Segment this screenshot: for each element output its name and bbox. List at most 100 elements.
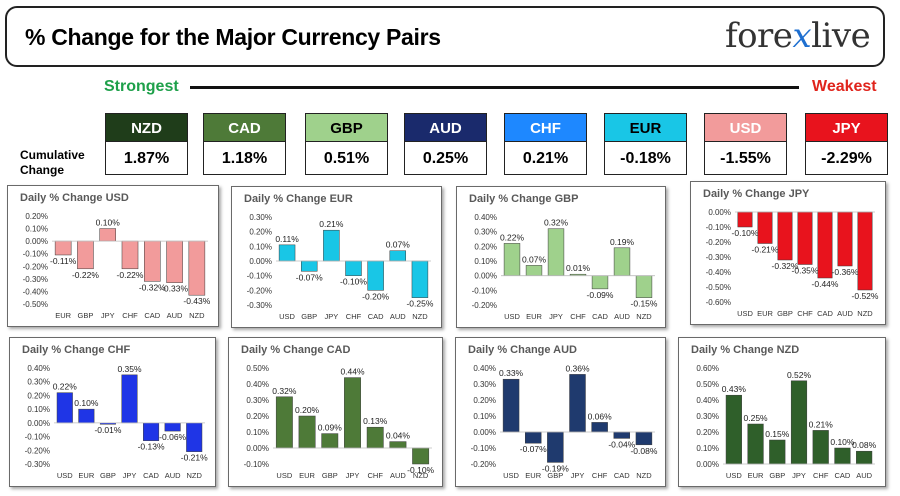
x-tick-label: NZD	[189, 311, 205, 320]
currency-name: USD	[704, 113, 787, 142]
data-label: 0.25%	[744, 413, 769, 423]
bar	[345, 260, 362, 276]
x-tick-label: JPY	[101, 311, 115, 320]
data-label: -0.08%	[630, 446, 657, 456]
chart-title: Daily % Change USD	[20, 192, 129, 204]
chart-title: Daily % Change CHF	[22, 344, 131, 356]
y-tick-label: -0.10%	[247, 272, 272, 281]
bar	[389, 441, 407, 449]
cumulative-change-value: 1.87%	[105, 142, 188, 175]
data-label: -0.01%	[94, 425, 121, 435]
y-tick-label: 0.00%	[708, 208, 731, 217]
bar	[502, 378, 520, 433]
bar	[635, 431, 653, 446]
data-label: -0.06%	[159, 432, 186, 442]
x-tick-label: AUD	[837, 309, 853, 318]
logo-text-left: fore	[725, 16, 793, 56]
x-tick-label: USD	[276, 471, 292, 480]
x-tick-label: USD	[503, 471, 519, 480]
data-label: -0.10%	[407, 465, 434, 475]
y-tick-label: 0.30%	[696, 412, 719, 421]
cumulative-change-label: Cumulative Change	[20, 148, 85, 178]
page-title: % Change for the Major Currency Pairs	[25, 24, 441, 50]
data-label: 0.07%	[386, 240, 411, 250]
data-label: 0.33%	[499, 368, 524, 378]
currency-name: CAD	[203, 113, 286, 142]
data-label: -0.25%	[406, 299, 433, 309]
y-tick-label: -0.30%	[706, 253, 731, 262]
bar	[344, 377, 361, 449]
chart-panel-cad: Daily % Change CAD 0.50% 0.40% 0.30% 0.20% 0.…	[228, 337, 443, 487]
x-tick-label: AUD	[165, 471, 181, 480]
data-label: 0.22%	[500, 232, 525, 242]
y-tick-label: -0.10%	[706, 223, 731, 232]
data-label: -0.32%	[772, 261, 799, 271]
bar	[812, 430, 829, 465]
data-label: 0.44%	[340, 367, 365, 377]
x-tick-label: NZD	[413, 471, 429, 480]
y-tick-label: -0.30%	[247, 301, 272, 310]
bar	[525, 265, 543, 276]
data-label: -0.10%	[340, 277, 367, 287]
bar	[323, 229, 340, 262]
data-label: -0.33%	[161, 284, 188, 294]
y-tick-label: -0.20%	[23, 262, 48, 271]
chart-panel-jpy: Daily % Change JPY 0.00% -0.10% -0.20% -0.30…	[690, 181, 886, 325]
y-tick-label: -0.10%	[471, 444, 496, 453]
x-tick-label: JPY	[571, 471, 585, 480]
y-tick-label: 0.30%	[249, 213, 272, 222]
bar	[591, 275, 609, 290]
y-tick-label: -0.10%	[244, 460, 269, 469]
data-label: -0.32%	[139, 282, 166, 292]
bar	[613, 431, 631, 439]
y-tick-label: 0.00%	[473, 428, 496, 437]
cumulative-change-value: -2.29%	[805, 142, 888, 175]
bar	[166, 240, 183, 283]
logo-text-x: x	[792, 16, 812, 56]
y-tick-label: 0.10%	[473, 412, 496, 421]
chart-title: Daily % Change EUR	[244, 193, 353, 205]
data-label: 0.13%	[363, 416, 388, 426]
currency-name: NZD	[105, 113, 188, 142]
chart-title: Daily % Change CAD	[241, 344, 351, 356]
y-tick-label: -0.30%	[25, 460, 50, 469]
bar	[275, 396, 293, 449]
y-tick-label: 0.40%	[246, 380, 269, 389]
y-tick-label: 0.20%	[474, 242, 497, 251]
x-tick-label: CHF	[813, 471, 829, 480]
x-tick-label: NZD	[636, 312, 652, 321]
bar	[298, 415, 316, 449]
bar	[412, 447, 430, 465]
y-tick-label: -0.20%	[472, 301, 497, 310]
strength-scale-line	[190, 86, 799, 89]
x-tick-label: USD	[504, 312, 520, 321]
bar	[856, 450, 873, 465]
y-tick-label: -0.10%	[25, 433, 50, 442]
y-tick-label: 0.50%	[696, 380, 719, 389]
data-label: -0.09%	[587, 290, 614, 300]
bar-chart: 0.20% 0.10% 0.00% -0.10% -0.20% -0.30% -0.40% -…	[23, 212, 211, 320]
y-tick-label: -0.60%	[706, 298, 731, 307]
y-tick-label: 0.10%	[474, 257, 497, 266]
y-tick-label: -0.20%	[706, 238, 731, 247]
x-tick-label: JPY	[792, 471, 806, 480]
bar	[613, 247, 631, 276]
bar	[725, 394, 742, 465]
x-tick-label: JPY	[346, 471, 360, 480]
y-tick-label: 0.00%	[474, 272, 497, 281]
x-tick-label: AUD	[856, 471, 872, 480]
bar	[547, 431, 564, 463]
bar	[143, 422, 160, 441]
currency-box-7: JPY -2.29%	[805, 113, 888, 175]
y-tick-label: 0.40%	[474, 213, 497, 222]
y-tick-label: 0.00%	[27, 419, 50, 428]
cumulative-change-value: 0.21%	[504, 142, 587, 175]
data-label: -0.35%	[792, 266, 819, 276]
data-label: 0.21%	[809, 419, 834, 429]
x-tick-label: AUD	[390, 312, 406, 321]
data-label: -0.21%	[752, 245, 779, 255]
forexlive-logo: forexlive	[725, 16, 871, 56]
bar	[121, 374, 138, 424]
data-label: -0.22%	[117, 270, 144, 280]
x-tick-label: GBP	[100, 471, 116, 480]
